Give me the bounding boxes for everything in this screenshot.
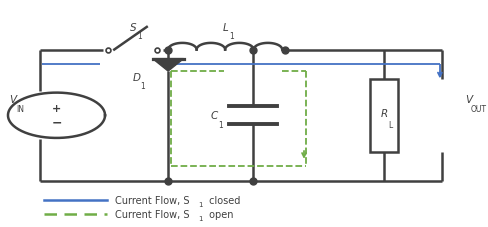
Text: L: L — [388, 120, 392, 129]
Text: 1: 1 — [218, 120, 223, 129]
Text: Current Flow, S: Current Flow, S — [115, 209, 189, 219]
Polygon shape — [152, 59, 183, 72]
Text: IN: IN — [17, 104, 24, 114]
Text: Current Flow, S: Current Flow, S — [115, 195, 189, 205]
Text: S: S — [129, 23, 136, 33]
Text: −: − — [51, 116, 61, 129]
Bar — [370, 80, 397, 152]
Text: open: open — [205, 209, 233, 219]
Text: 1: 1 — [137, 32, 142, 41]
Text: V: V — [9, 95, 17, 105]
Text: 1: 1 — [198, 201, 203, 207]
Text: 1: 1 — [228, 32, 233, 41]
Text: +: + — [52, 104, 61, 114]
Text: D: D — [132, 72, 140, 82]
Text: OUT: OUT — [470, 104, 486, 114]
Text: C: C — [210, 111, 218, 121]
Text: R: R — [380, 109, 387, 118]
Text: 1: 1 — [198, 215, 203, 221]
Text: V: V — [465, 95, 471, 105]
Text: 1: 1 — [140, 82, 145, 91]
Text: closed: closed — [205, 195, 240, 205]
Text: L: L — [222, 23, 227, 33]
